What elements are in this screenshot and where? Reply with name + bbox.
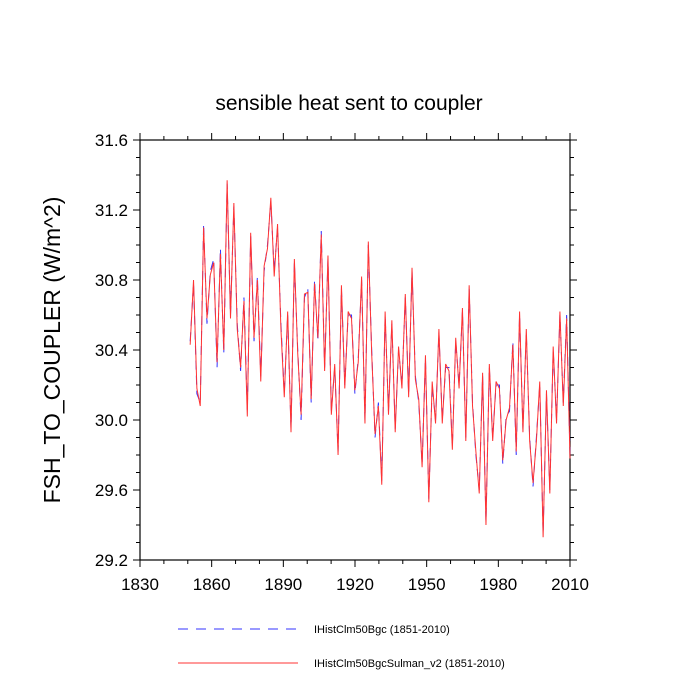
- series-lines: [189, 180, 571, 538]
- y-tick-label: 30.4: [95, 341, 128, 360]
- legend: IHistClm50Bgc (1851-2010) IHistClm50BgcS…: [178, 624, 505, 670]
- series-line-2: [189, 180, 571, 538]
- x-tick-label: 2010: [551, 575, 589, 594]
- x-tick-label: 1950: [408, 575, 446, 594]
- chart-title: sensible heat sent to coupler: [215, 92, 482, 115]
- x-tick-label: 1890: [264, 575, 302, 594]
- plot-frame: [139, 139, 571, 561]
- x-tick-label: 1920: [336, 575, 374, 594]
- legend-label-series-2: IHistClm50BgcSulman_v2 (1851-2010): [314, 658, 505, 670]
- y-tick-label: 31.6: [95, 131, 128, 150]
- y-axis-label: FSH_TO_COUPLER (W/m^2): [39, 197, 65, 504]
- x-tick-label: 1830: [121, 575, 159, 594]
- y-tick-label: 29.6: [95, 481, 128, 500]
- x-tick-label: 1980: [479, 575, 517, 594]
- y-tick-label: 30.0: [95, 411, 128, 430]
- y-tick-label: 31.2: [95, 201, 128, 220]
- y-tick-label: 29.2: [95, 551, 128, 570]
- x-tick-label: 1860: [193, 575, 231, 594]
- axis-ticks: 1830 1860 1890 1920 1950 1980 2010 29.2 29.6 30.0…: [95, 131, 589, 594]
- legend-label-series-1: IHistClm50Bgc (1851-2010): [314, 624, 450, 636]
- y-tick-label: 30.8: [95, 271, 128, 290]
